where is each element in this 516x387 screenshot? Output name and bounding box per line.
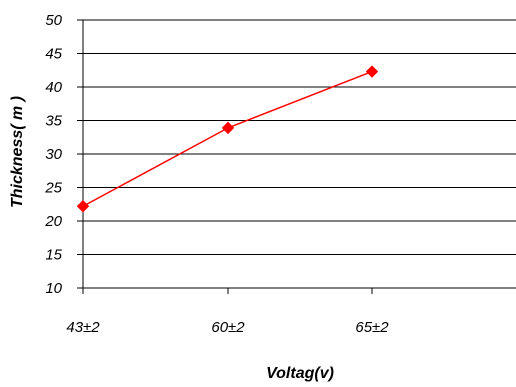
y-tick-label-7: 45 <box>45 46 62 63</box>
gridlines <box>77 19 516 289</box>
data-point-0-2 <box>365 65 379 78</box>
x-tick-labels: 43±2 60±2 65±2 <box>66 319 389 336</box>
y-tick-label-6: 40 <box>45 79 62 96</box>
y-tick-label-5: 35 <box>45 113 62 130</box>
series-group <box>76 65 379 213</box>
x-tick-label-2: 65±2 <box>355 319 389 336</box>
y-tick-label-4: 30 <box>45 146 62 163</box>
data-point-0-0 <box>76 200 90 213</box>
series-line-0 <box>82 70 373 207</box>
y-tick-label-3: 25 <box>44 180 62 197</box>
y-axis-title: Thickness( m ) <box>9 96 26 208</box>
x-tick-label-0: 43±2 <box>66 319 100 336</box>
x-tick-label-1: 60±2 <box>211 319 245 336</box>
y-tick-label-2: 20 <box>44 213 62 230</box>
axes <box>82 20 516 294</box>
y-tick-label-1: 15 <box>45 247 62 264</box>
y-tick-label-8: 50 <box>45 12 62 29</box>
y-tick-labels: 10 15 20 25 30 35 40 45 50 <box>44 12 62 297</box>
x-axis-title: Voltag(v) <box>266 365 334 382</box>
y-tick-label-0: 10 <box>45 280 62 297</box>
data-point-0-1 <box>221 121 235 135</box>
